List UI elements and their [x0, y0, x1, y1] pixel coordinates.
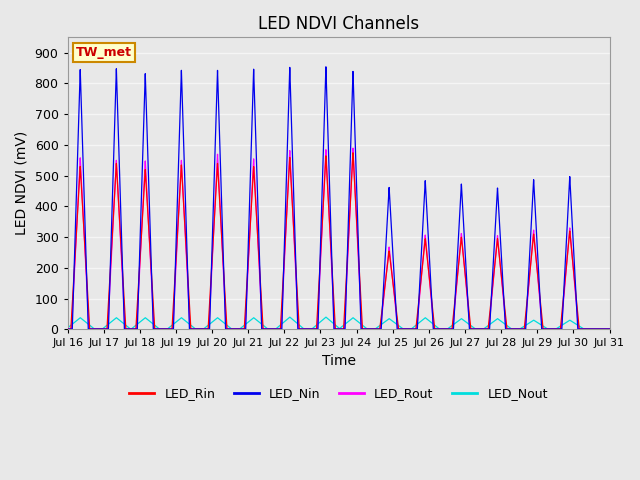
X-axis label: Time: Time: [321, 354, 356, 368]
Text: TW_met: TW_met: [76, 46, 132, 59]
Legend: LED_Rin, LED_Nin, LED_Rout, LED_Nout: LED_Rin, LED_Nin, LED_Rout, LED_Nout: [124, 382, 553, 405]
Title: LED NDVI Channels: LED NDVI Channels: [258, 15, 419, 33]
Y-axis label: LED NDVI (mV): LED NDVI (mV): [15, 131, 29, 236]
